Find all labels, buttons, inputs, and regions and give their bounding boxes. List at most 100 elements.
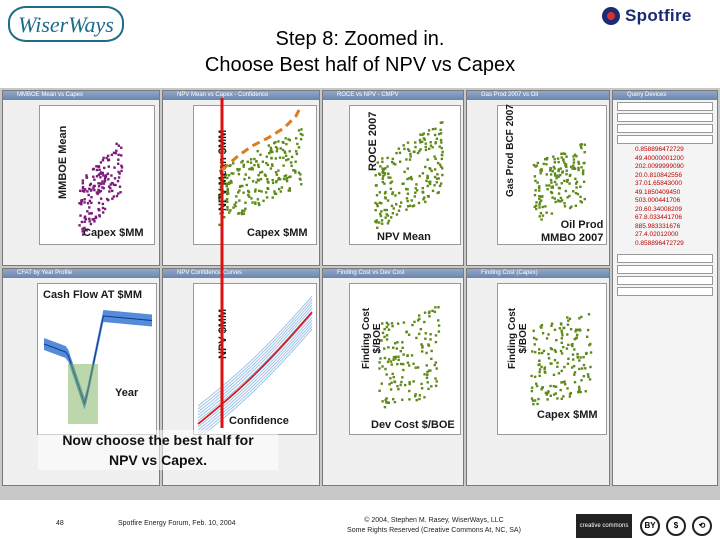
scatter-point [427,129,431,132]
value-list-item[interactable]: 49.1850409450 [635,188,681,196]
scatter-point [297,129,301,132]
value-list-item[interactable]: 20.0.810842556 [635,171,682,179]
scatter-plot-finding-capex[interactable] [497,283,607,435]
scatter-point [383,405,387,409]
value-list[interactable]: 0.858896472729 49.40000001200 202.00999990… [613,146,717,248]
scatter-point [439,165,443,168]
scatter-point [257,163,260,166]
confidence-curve [197,295,313,407]
scatter-point [402,353,405,356]
scatter-point [399,349,402,353]
scatter-point [116,162,120,165]
value-list-item[interactable]: 49.40000001200 [635,154,684,162]
scatter-point [378,389,381,393]
scatter-point [426,184,429,188]
scatter-point [405,208,408,211]
checkbox-group[interactable] [617,265,713,274]
scatter-plot-mmboe[interactable] [39,105,155,245]
value-list-item[interactable]: 885.983331676 [635,222,681,230]
scatter-point [572,155,575,158]
scatter-point [384,197,387,200]
scatter-point [562,326,566,330]
panel-roce-vs-npv[interactable]: ROCE vs NPV - CMPV ROCE 2007 NPV Mean [322,90,464,266]
x-axis-label: Capex $MM [537,409,598,421]
scatter-point [539,212,543,215]
panel-header[interactable]: Finding Cost (Capex) [467,269,609,278]
scatter-point [81,230,84,233]
value-list-item[interactable]: 67.8.033441706 [635,214,682,221]
panel-header[interactable]: NPV Mean vs Capex - Confidence [163,91,319,100]
panel-gas-vs-oil[interactable]: Gas Prod 2007 vs Oil Gas Prod BCF 2007 O… [466,90,610,266]
scatter-point [120,164,123,167]
query-devices-panel[interactable]: Query Devices 0.858896472729 49.400000012… [612,90,718,486]
scatter-point [577,162,581,165]
panel-header[interactable]: Gas Prod 2007 vs Oil [467,91,609,100]
scatter-point [434,306,437,309]
scatter-point [389,360,393,363]
scatter-points-green [530,313,593,406]
scatter-point [97,165,100,169]
value-list-item[interactable]: 20.60.34008209 [635,205,682,213]
scatter-plot-finding-dev[interactable] [349,283,461,435]
scatter-point [102,182,106,185]
scatter-plot-gas[interactable] [497,105,607,245]
panel-header[interactable]: NPV Confidence Curves [163,269,319,278]
scatter-point [270,157,273,160]
range-slider[interactable] [617,113,713,122]
range-slider[interactable] [617,135,713,144]
range-slider[interactable] [617,287,713,296]
value-list-item[interactable]: 0.858896472729 [635,146,684,153]
value-list-item[interactable]: 0.858896472729 [635,239,684,247]
scatter-point [423,396,426,399]
panel-header[interactable]: Finding Cost vs Dev Cost [323,269,463,278]
value-list-item[interactable]: 27.4.02012000 [635,231,679,238]
panel-header[interactable]: Query Devices [613,91,717,100]
scatter-point [560,331,564,335]
panel-header[interactable]: ROCE vs NPV - CMPV [323,91,463,100]
panel-npv-vs-capex[interactable]: NPV Mean vs Capex - Confidence NPV Mean … [162,90,320,266]
value-list-item[interactable]: 37.01.65843000 [635,180,682,187]
range-slider[interactable] [617,276,713,285]
scatter-point [439,121,443,124]
scatter-point [382,169,385,172]
scatter-point [434,340,438,344]
scatter-point [386,360,390,364]
scatter-point [284,154,288,158]
value-list-item[interactable]: 202.0099999090 [635,163,684,170]
scatter-plot-npv[interactable] [193,105,317,245]
scatter-plot-roce[interactable] [349,105,461,245]
scatter-point [257,179,260,182]
panel-header[interactable]: CFAT by Year Profile [3,269,159,278]
value-list-item[interactable]: 503.000441706 [635,197,681,204]
scatter-point [383,192,387,195]
range-slider[interactable] [617,102,713,111]
scatter-point [115,142,118,146]
instruction-line1: Now choose the best half for [62,432,254,448]
scatter-point [85,176,88,179]
scatter-point [398,151,402,155]
line-plot-confidence[interactable] [193,283,317,440]
scatter-point [249,158,253,161]
scatter-point [406,192,410,195]
scatter-point [579,145,583,148]
scatter-point [385,321,389,325]
scatter-point [274,192,278,196]
scatter-point [271,181,275,185]
line-plot-cashflow[interactable] [37,283,157,435]
scatter-point [414,393,417,396]
checkbox-group[interactable] [617,254,713,263]
panel-cashflow-vs-year[interactable]: CFAT by Year Profile Cash Flow AT $MM Ye… [2,268,160,486]
range-slider[interactable] [617,124,713,133]
scatter-point [537,397,540,401]
panel-header[interactable]: MMBOE Mean vs Capex [3,91,159,100]
panel-finding-vs-capex[interactable]: Finding Cost (Capex) Finding Cost $/BOE … [466,268,610,486]
scatter-point [562,345,565,349]
scatter-point [589,351,593,354]
panel-mmboe-vs-capex[interactable]: MMBOE Mean vs Capex MMBOE Mean Capex $MM [2,90,160,266]
scatter-point [100,182,103,186]
panel-finding-vs-devcost[interactable]: Finding Cost vs Dev Cost Finding Cost $/… [322,268,464,486]
scatter-point [245,183,248,187]
scatter-point [242,212,246,215]
scatter-point [383,327,386,331]
scatter-point [569,328,573,331]
